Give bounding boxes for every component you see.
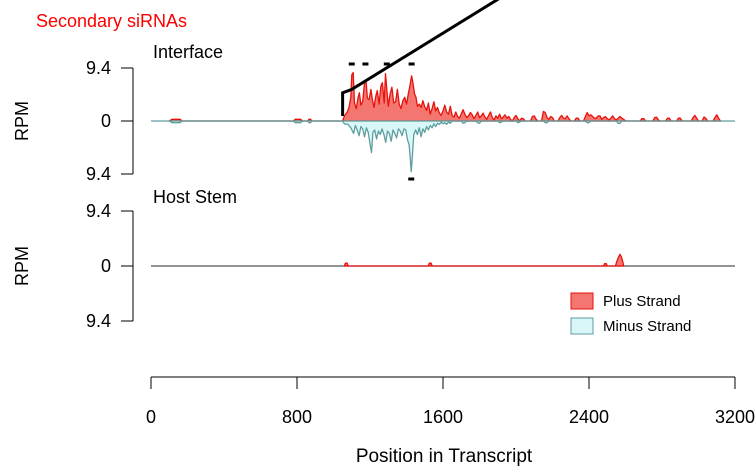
y-tick-label: 0 — [101, 111, 111, 131]
minus-strand-area — [168, 120, 722, 173]
chart-title: Secondary siRNAs — [36, 11, 187, 31]
legend-label: Plus Strand — [603, 293, 681, 310]
x-tick-label: 3200 — [715, 407, 755, 427]
plus-strand-area — [168, 71, 722, 122]
y-tick-label: 9.4 — [86, 58, 111, 78]
panel-title: Interface — [153, 42, 223, 62]
x-axis-label: Position in Transcript — [356, 446, 533, 467]
y-axis-label: RPM — [12, 246, 32, 286]
x-axis: 0 800 1600 2400 3200 — [146, 376, 755, 427]
y-tick-label: 0 — [101, 256, 111, 276]
y-tick-label: 9.4 — [86, 311, 111, 331]
plot-area — [151, 0, 735, 181]
panel-title: Host Stem — [153, 187, 237, 207]
legend-swatch — [570, 292, 594, 310]
zoom-connector-line — [341, 0, 500, 116]
panel-interface: Interface RPM 9.4 0 9.4 — [12, 0, 735, 184]
plus-strand-area — [343, 253, 625, 267]
x-tick-label: 2400 — [569, 407, 609, 427]
legend: Plus Strand Minus Strand — [570, 292, 691, 335]
x-tick-label: 1600 — [423, 407, 463, 427]
panel-host-stem: Host Stem RPM 9.4 0 9.4 — [12, 187, 735, 331]
y-tick-label: 9.4 — [86, 201, 111, 221]
y-axis-label: RPM — [12, 101, 32, 141]
y-axis: 9.4 0 9.4 — [86, 201, 134, 331]
plot-area — [151, 253, 735, 267]
y-axis: 9.4 0 9.4 — [86, 58, 134, 184]
x-tick-label: 0 — [146, 407, 156, 427]
y-tick-label: 9.4 — [86, 164, 111, 184]
legend-label: Minus Strand — [603, 318, 691, 335]
legend-swatch — [570, 317, 594, 335]
x-tick-label: 800 — [282, 407, 312, 427]
